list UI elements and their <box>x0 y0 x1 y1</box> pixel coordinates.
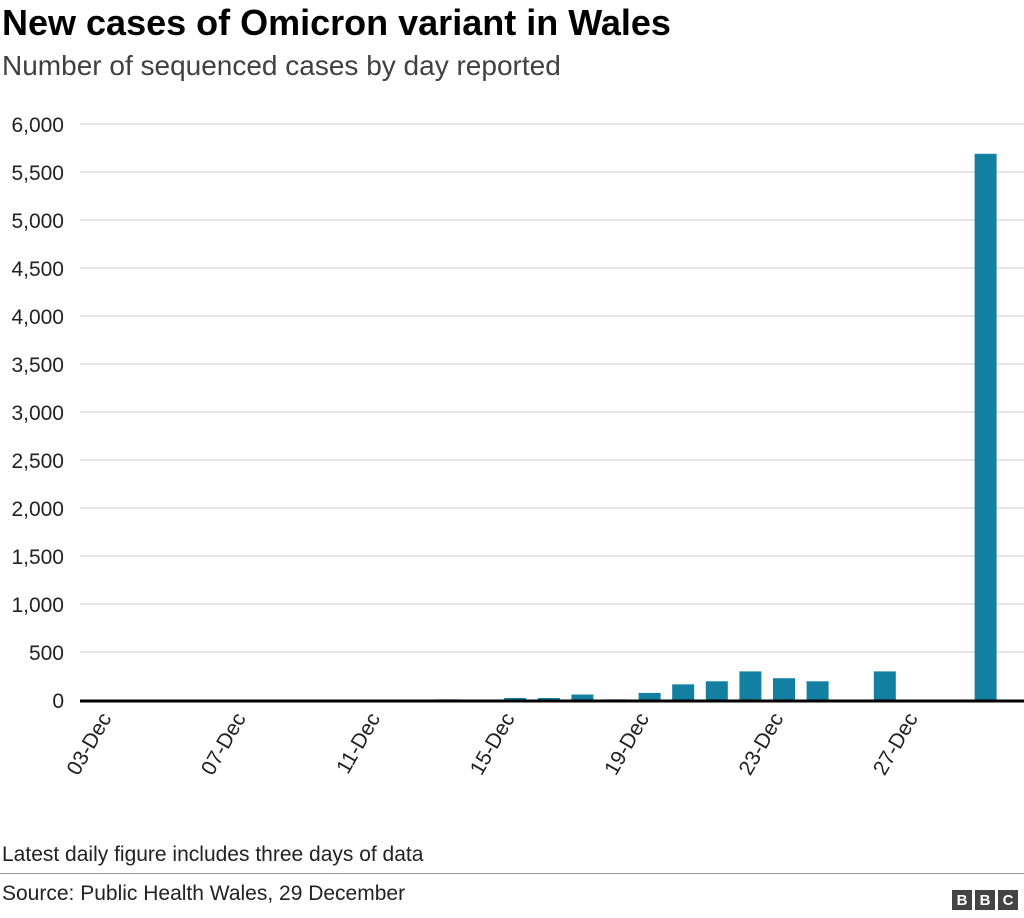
bbc-logo-letter: C <box>998 890 1018 910</box>
y-tick-label: 3,000 <box>11 402 64 425</box>
bar <box>504 697 527 700</box>
bbc-logo: B B C <box>952 890 1018 910</box>
x-tick-label: 19-Dec <box>600 709 654 779</box>
y-tick-label: 0 <box>52 690 64 713</box>
bbc-logo-letter: B <box>952 890 972 910</box>
bar <box>739 671 762 700</box>
y-tick-label: 4,500 <box>11 258 64 281</box>
y-tick-label: 2,500 <box>11 450 64 473</box>
bar <box>571 694 594 700</box>
bar <box>873 671 896 700</box>
y-tick-label: 4,000 <box>11 306 64 329</box>
bar <box>974 153 997 700</box>
bar <box>672 684 695 700</box>
y-tick-label: 3,500 <box>11 354 64 377</box>
chart-title: New cases of Omicron variant in Wales <box>2 2 671 43</box>
bar-chart: 0 500 1,000 1,500 2,000 2,500 3,000 3,500 4,000 4… <box>11 114 1024 779</box>
chart-subtitle: Number of sequenced cases by day reporte… <box>2 50 561 81</box>
bar <box>705 681 728 700</box>
bar <box>806 681 829 700</box>
bar <box>773 678 795 700</box>
x-tick-label: 11-Dec <box>332 709 385 778</box>
y-tick-label: 500 <box>29 642 64 665</box>
y-tick-label: 5,500 <box>11 162 64 185</box>
source-text: Source: Public Health Wales, 29 December <box>2 882 406 905</box>
x-tick-label: 27-Dec <box>869 709 923 779</box>
x-tick-label: 23-Dec <box>735 709 789 779</box>
y-tick-label: 5,000 <box>11 210 64 233</box>
x-tick-label: 03-Dec <box>63 709 117 779</box>
chart-note: Latest daily figure includes three days … <box>2 843 424 866</box>
bbc-logo-letter: B <box>975 890 995 910</box>
y-tick-label: 6,000 <box>11 114 64 137</box>
y-tick-label: 1,500 <box>11 546 64 569</box>
bar <box>537 697 560 700</box>
x-tick-label: 07-Dec <box>197 709 251 779</box>
divider <box>0 873 1024 874</box>
x-tick-label: 15-Dec <box>466 709 520 779</box>
bar <box>638 692 661 700</box>
y-tick-label: 2,000 <box>11 498 64 521</box>
y-tick-label: 1,000 <box>11 594 64 617</box>
